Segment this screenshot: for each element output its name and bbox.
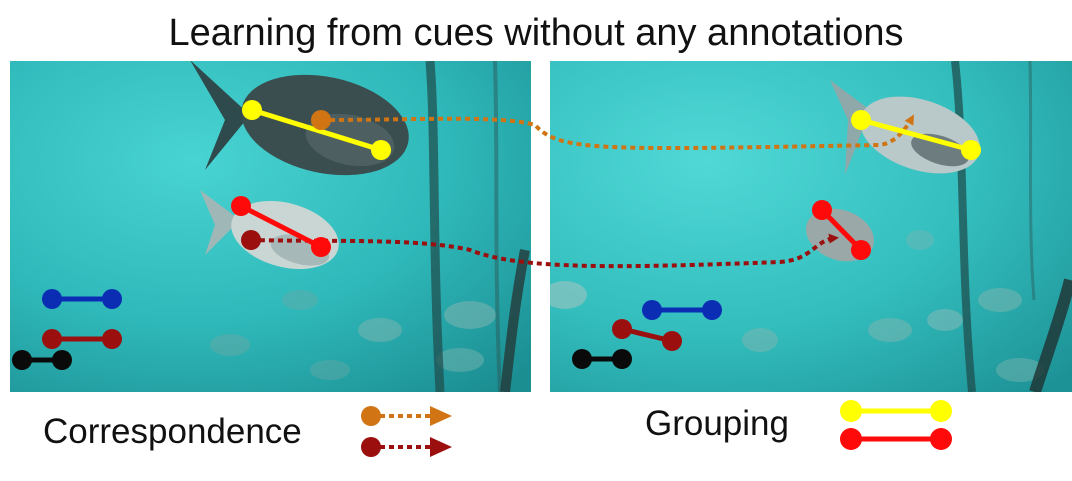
left-photo: [10, 61, 531, 392]
correspondence-arrow-red: [250, 233, 839, 269]
pair-blue-right: [642, 300, 722, 320]
pair-darkred-left: [42, 329, 122, 349]
figure-title: Learning from cues without any annotatio…: [168, 12, 904, 54]
correspondence-arrow-orange: [320, 114, 915, 151]
legend-correspondence-label: Correspondence: [43, 412, 302, 451]
legend-correspondence-red-arrow: [361, 437, 452, 457]
pair-darkred-right: [612, 319, 682, 351]
legend-grouping-label: Grouping: [645, 404, 789, 443]
grouping-yellow-right: [851, 110, 981, 160]
pair-black-left: [12, 350, 72, 370]
legend-grouping-red: [840, 428, 952, 450]
legend-correspondence-orange-arrow: [361, 406, 452, 426]
correspondence-dot-red-left: [241, 230, 261, 250]
right-photo: [550, 61, 1072, 392]
pair-blue-left: [42, 289, 122, 309]
grouping-red-right: [812, 200, 871, 260]
correspondence-dot-orange-left: [311, 110, 331, 130]
grouping-yellow-left: [242, 100, 391, 160]
pair-black-right: [572, 349, 632, 369]
grouping-red-left: [231, 196, 331, 257]
legend-grouping-yellow: [840, 400, 952, 422]
